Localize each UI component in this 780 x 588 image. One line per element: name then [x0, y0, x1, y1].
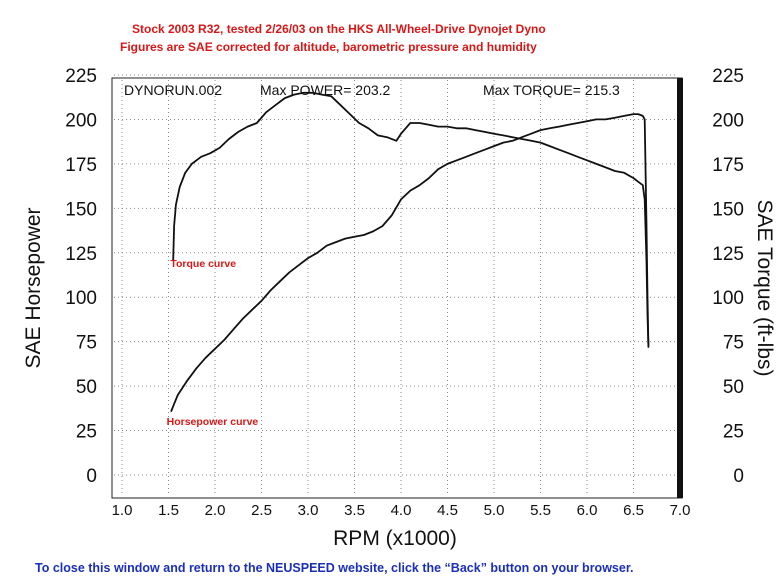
x-tick-label: 4.0	[391, 502, 412, 519]
y-axis-right-ticks: 0 25 50 75 100 125 150 175 200 225	[712, 66, 744, 487]
x-tick-label: 1.5	[158, 502, 179, 519]
torque-curve-label: Torque curve	[170, 258, 236, 270]
y-axis-right-title: SAE Torque (ft-lbs)	[753, 199, 776, 376]
footer-note: To close this window and return to the N…	[35, 561, 633, 575]
y-right-tick-label: 200	[712, 110, 744, 131]
series-group	[170, 91, 650, 412]
x-axis-title: RPM (x1000)	[333, 527, 457, 550]
x-tick-label: 2.0	[205, 502, 226, 519]
y-left-tick-label: 150	[65, 199, 97, 220]
y-axis-left-title: SAE Horsepower	[22, 207, 45, 368]
x-tick-label: 4.5	[437, 502, 458, 519]
y-right-tick-label: 50	[723, 377, 744, 398]
y-right-tick-label: 75	[723, 333, 744, 354]
y-left-tick-label: 200	[65, 110, 97, 131]
y-left-tick-label: 125	[65, 244, 97, 265]
y-right-tick-label: 125	[712, 244, 744, 265]
y-right-tick-label: 175	[712, 155, 744, 176]
y-left-tick-label: 100	[65, 288, 97, 309]
y-left-tick-label: 0	[86, 466, 97, 487]
x-tick-label: 7.0	[670, 502, 691, 519]
y-right-tick-label: 225	[712, 66, 744, 87]
x-tick-label: 3.5	[344, 502, 365, 519]
y-right-tick-label: 0	[733, 466, 744, 487]
torque-curve-line	[172, 91, 650, 347]
horsepower-curve-line	[170, 113, 650, 412]
x-tick-label: 6.5	[623, 502, 644, 519]
x-tick-label: 1.0	[112, 502, 133, 519]
y-left-tick-label: 75	[76, 333, 97, 354]
y-axis-left-ticks: 0 25 50 75 100 125 150 175 200 225	[65, 66, 97, 487]
y-left-tick-label: 25	[76, 422, 97, 443]
annotations: Torque curve Horsepower curve	[167, 258, 259, 428]
x-tick-label: 2.5	[251, 502, 272, 519]
max-torque-label: Max TORQUE= 215.3	[483, 82, 620, 98]
x-tick-label: 3.0	[298, 502, 319, 519]
header-line-1: Stock 2003 R32, tested 2/26/03 on the HK…	[132, 22, 546, 36]
max-power-label: Max POWER= 203.2	[260, 82, 391, 98]
y-right-tick-label: 100	[712, 288, 744, 309]
right-axis-bar	[677, 78, 683, 498]
y-left-tick-label: 225	[65, 66, 97, 87]
grid	[114, 74, 681, 496]
horsepower-curve-label: Horsepower curve	[167, 416, 259, 428]
x-tick-label: 5.5	[530, 502, 551, 519]
x-tick-label: 5.0	[484, 502, 505, 519]
x-axis-ticks: 1.0 1.5 2.0 2.5 3.0 3.5 4.0 4.5 5.0 5.5 6.0 6.5 7.0	[112, 502, 691, 519]
x-tick-label: 6.0	[577, 502, 598, 519]
y-left-tick-label: 50	[76, 377, 97, 398]
y-right-tick-label: 150	[712, 199, 744, 220]
y-right-tick-label: 25	[723, 422, 744, 443]
y-left-tick-label: 175	[65, 155, 97, 176]
header-line-2: Figures are SAE corrected for altitude, …	[120, 40, 537, 54]
run-label: DYNORUN.002	[124, 82, 222, 98]
